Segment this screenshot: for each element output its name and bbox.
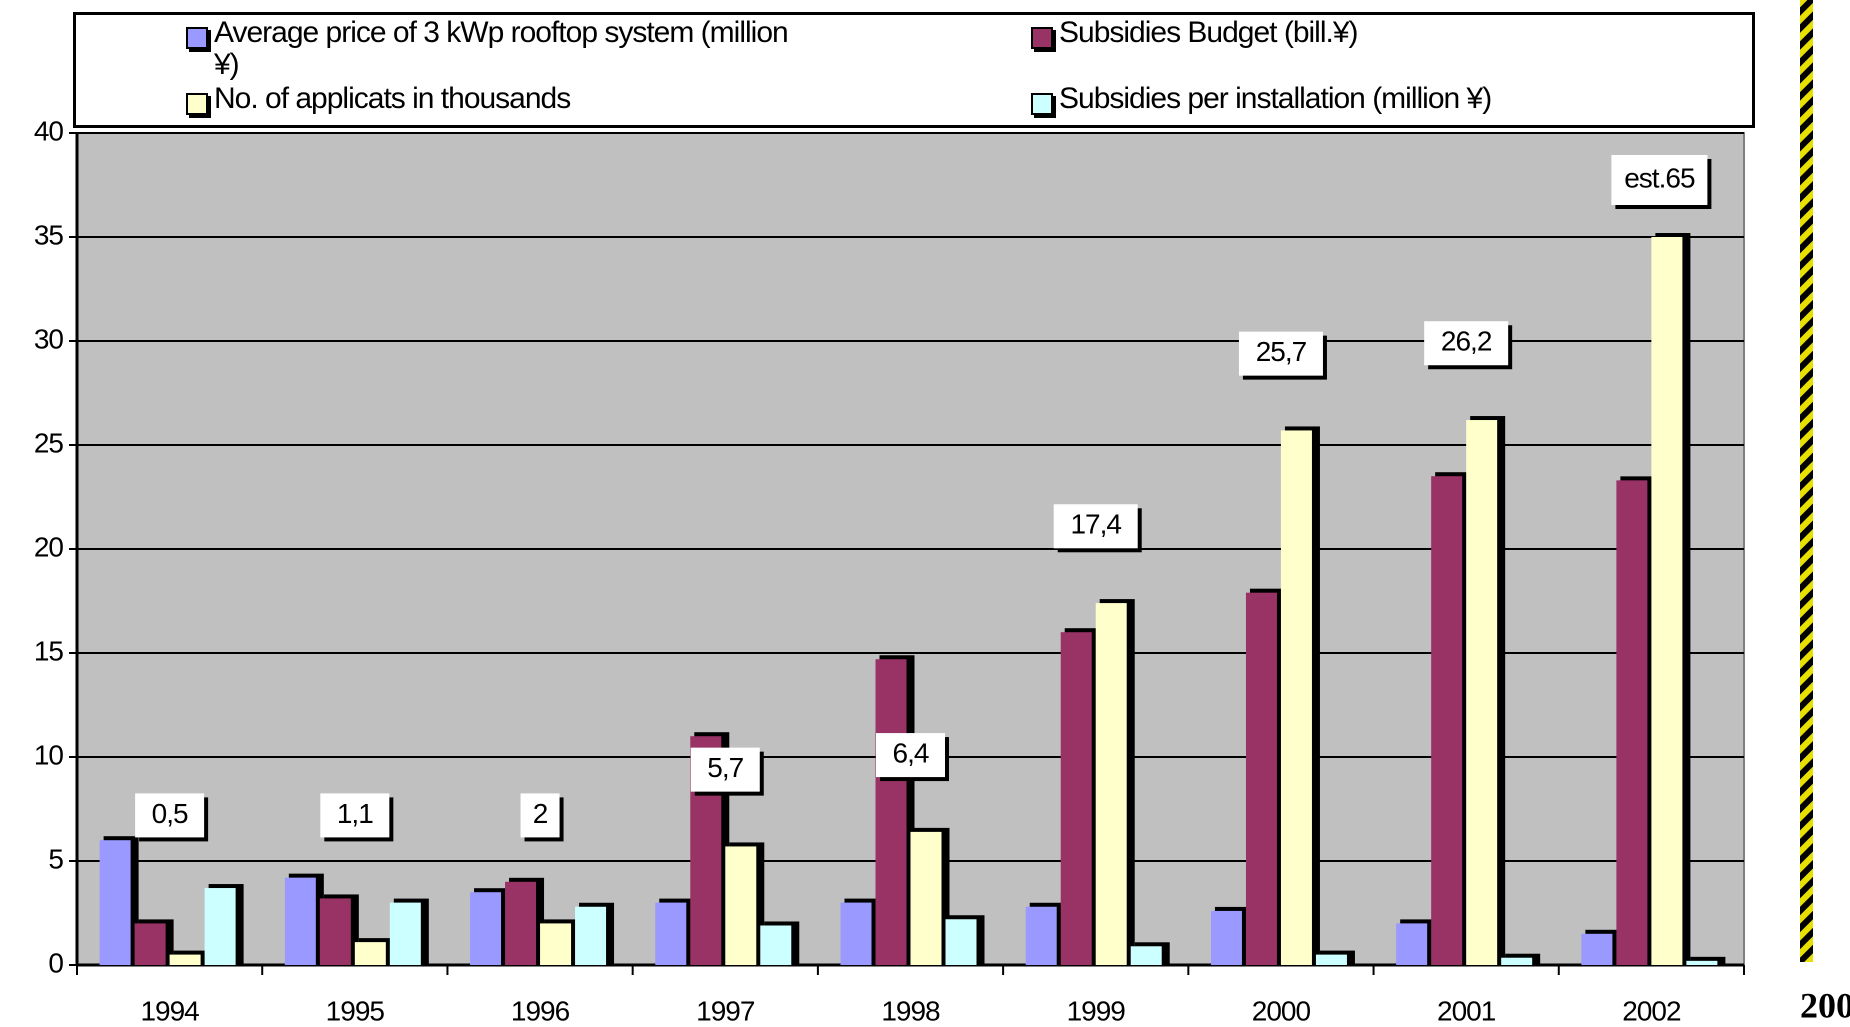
x-tick-label: 1994	[140, 995, 199, 1026]
bar	[1210, 910, 1242, 965]
bar	[1130, 946, 1162, 965]
bar	[945, 919, 977, 965]
y-tick-label: 10	[34, 739, 64, 770]
value-label-box	[876, 733, 945, 778]
bar	[99, 840, 131, 965]
value-label: 5,7	[707, 752, 743, 783]
bar	[505, 881, 537, 965]
x-tick-label: 1995	[326, 995, 385, 1026]
bar	[204, 888, 236, 965]
bar	[134, 923, 166, 965]
legend-label: No. of applicats in thousands	[214, 82, 571, 115]
bar	[470, 892, 502, 965]
y-tick-label: 40	[34, 115, 64, 146]
bar	[840, 902, 872, 965]
value-label-box	[135, 793, 205, 838]
y-tick-label: 15	[34, 635, 64, 666]
annotation-box	[1611, 155, 1708, 205]
value-label-box	[320, 793, 390, 838]
value-label: 17,4	[1070, 509, 1121, 540]
bar	[1686, 960, 1718, 965]
bar	[1245, 592, 1277, 965]
legend-label: Average price of 3 kWp rooftop system (m…	[214, 16, 789, 81]
value-label: 2	[533, 798, 548, 829]
value-label-box	[1238, 331, 1323, 376]
legend-swatch	[1031, 93, 1053, 115]
value-label: 25,7	[1256, 336, 1307, 367]
bar	[1501, 957, 1533, 965]
bar	[1581, 933, 1613, 965]
bar	[169, 954, 201, 965]
value-label: 0,5	[152, 798, 188, 829]
bar	[1616, 480, 1648, 965]
bar	[1315, 954, 1347, 965]
legend-label: Subsidies per installation (million ¥)	[1059, 82, 1492, 115]
bar	[1095, 603, 1127, 965]
y-tick-label: 20	[34, 531, 64, 562]
value-label: 26,2	[1441, 326, 1492, 357]
legend-label: Subsidies Budget (bill.¥)	[1059, 16, 1359, 49]
value-label-box	[1053, 504, 1138, 549]
side-label: 2003	[1800, 985, 1850, 1025]
value-label: 6,4	[893, 737, 929, 768]
y-tick-label: 30	[34, 323, 64, 354]
bar	[875, 659, 907, 965]
legend-swatch	[1031, 27, 1053, 49]
legend: Average price of 3 kWp rooftop system (m…	[73, 12, 1755, 128]
x-tick-label: 2001	[1437, 995, 1496, 1026]
legend-swatch	[186, 27, 208, 49]
bar	[1280, 430, 1312, 965]
value-label-box	[520, 793, 560, 838]
x-tick-label: 1996	[511, 995, 570, 1026]
bar	[910, 831, 942, 965]
x-tick-label: 2002	[1622, 995, 1681, 1026]
bar	[389, 902, 421, 965]
bar	[575, 906, 607, 965]
y-tick-label: 0	[48, 947, 63, 978]
annotation: est.65	[1624, 162, 1695, 193]
bar	[655, 902, 687, 965]
bar	[1651, 237, 1683, 965]
bar	[1466, 420, 1498, 965]
bar	[1431, 476, 1463, 965]
bar	[1396, 923, 1428, 965]
y-tick-label: 35	[34, 219, 64, 250]
value-label-box	[690, 747, 760, 792]
x-tick-label: 1998	[881, 995, 940, 1026]
value-label: 1,1	[337, 798, 373, 829]
x-tick-label: 1999	[1067, 995, 1126, 1026]
bar	[1060, 632, 1092, 965]
value-label-box	[1424, 321, 1509, 366]
hatched-bar	[1800, 0, 1813, 962]
bar	[284, 877, 316, 965]
x-tick-label: 2000	[1252, 995, 1311, 1026]
bar	[319, 898, 351, 965]
bar	[540, 923, 572, 965]
bar	[354, 942, 386, 965]
bar	[760, 925, 792, 965]
x-tick-label: 1997	[696, 995, 755, 1026]
bar	[725, 846, 757, 965]
legend-swatch	[186, 93, 208, 115]
y-tick-label: 25	[34, 427, 64, 458]
y-tick-label: 5	[48, 843, 63, 874]
bar	[1025, 906, 1057, 965]
